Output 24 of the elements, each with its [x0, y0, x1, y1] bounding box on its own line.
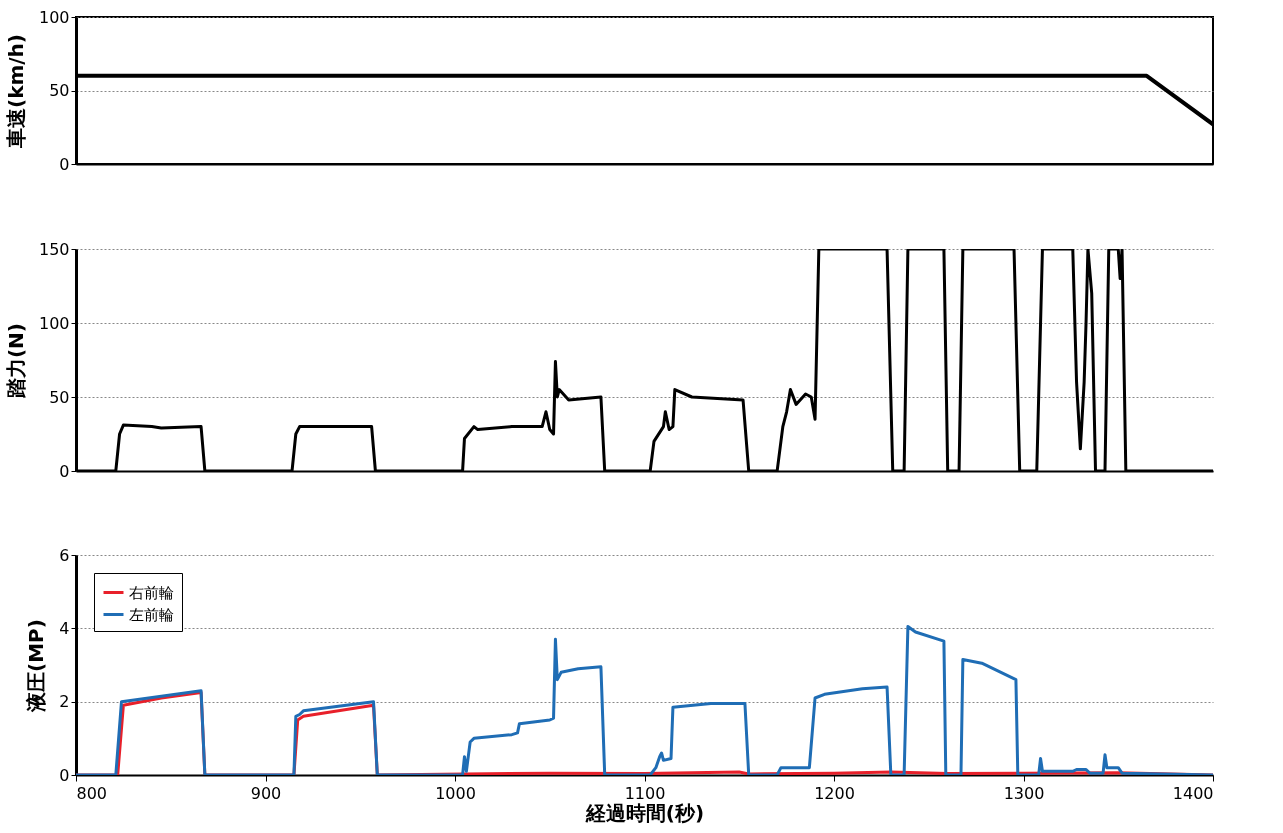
y-tick-label: 150: [38, 239, 70, 259]
y-tick-label: 0: [59, 461, 70, 481]
y-axis-title: 踏力(N): [3, 322, 28, 400]
x-tick-label: 1400: [1172, 783, 1214, 803]
x-tick-label: 1200: [814, 783, 855, 803]
y-tick-label: 50: [49, 81, 70, 100]
y-tick-label: 0: [59, 154, 70, 174]
y-tick-label: 2: [59, 692, 70, 712]
legend-label: 右前輪: [129, 583, 174, 602]
legend-label: 左前輪: [129, 605, 174, 624]
y-tick-label: 6: [59, 545, 70, 565]
x-tick-label: 1300: [1003, 783, 1045, 803]
y-axis-title: 車速(km/h): [3, 34, 28, 149]
x-tick-label: 900: [250, 783, 282, 803]
x-tick-label: 1000: [435, 783, 476, 803]
x-tick-label: 1100: [624, 783, 666, 803]
x-axis-title: 経過時間(秒): [584, 800, 705, 825]
y-tick-label: 4: [59, 618, 70, 638]
y-tick-label: 100: [38, 7, 70, 27]
x-tick-label: 800: [76, 783, 108, 803]
y-tick-label: 50: [49, 387, 70, 407]
y-tick-label: 100: [38, 313, 70, 333]
y-axis-title: 液圧(MP): [24, 619, 49, 713]
y-tick-label: 0: [59, 765, 70, 785]
